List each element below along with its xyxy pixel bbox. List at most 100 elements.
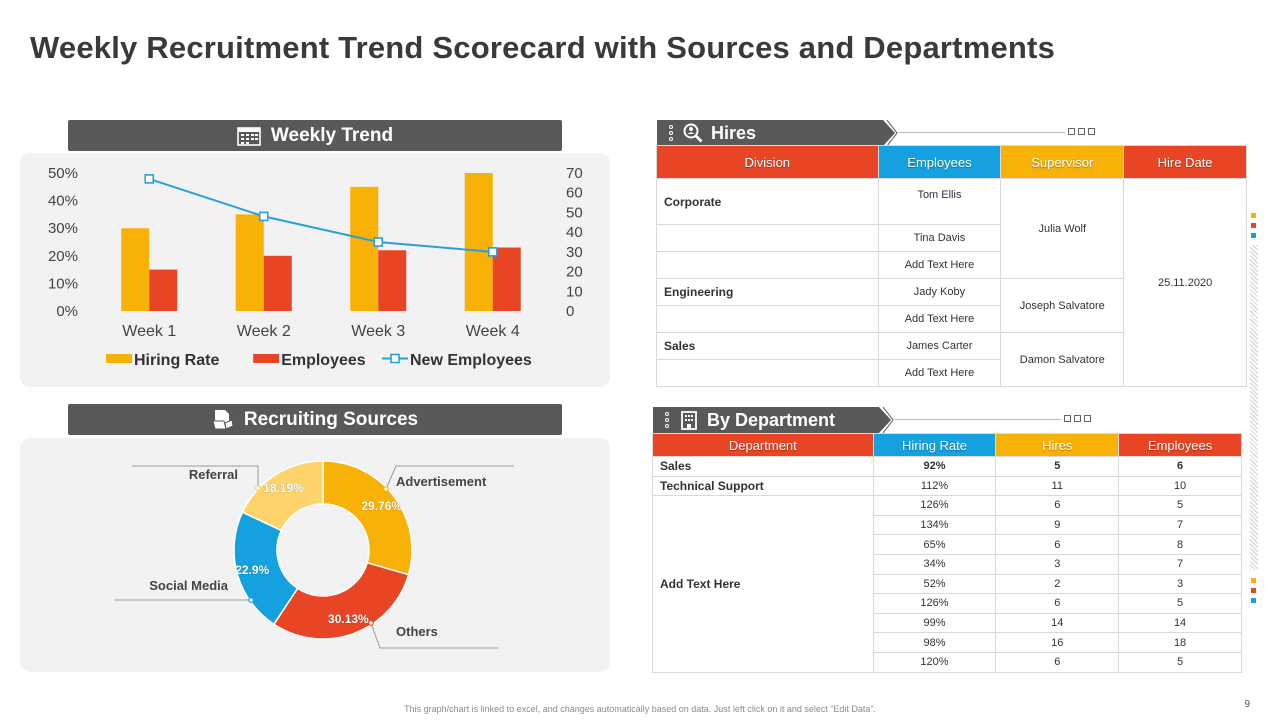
by-department-tab-shape [653,407,893,433]
department-cell: Technical Support [652,475,874,497]
left-axis-tick: 10% [48,275,78,292]
callout-dot [383,486,389,492]
employees-cell: 6 [1118,456,1242,477]
donut-slice-advertisement [322,460,413,576]
employees-cell: 7 [1118,514,1242,536]
hires-col-supervisor: Supervisor [1000,145,1125,179]
hires-title: Hires [711,122,757,143]
hires-cell: 14 [995,612,1120,634]
right-axis-tick: 10 [566,283,583,300]
donut-slice-others [272,561,410,640]
hires-cell: 5 [995,456,1120,477]
callout-line [370,622,498,649]
employee-cell: James Carter [877,332,1002,360]
table-row: 120% 6 5 [653,651,1242,673]
dept-col-hires: Hires [995,433,1120,457]
employee-cell: Tom Ellis [877,178,1002,225]
document-icon [212,409,234,430]
dept-col-department: Department [652,433,874,457]
callout-dot [368,620,374,626]
callout-dot [255,485,261,491]
line-point [487,247,498,257]
hires-cell: 6 [995,593,1120,614]
donut-value-label: 22.9% [235,563,269,577]
bar-hiring-rate [235,214,264,311]
rate-cell: 126% [872,495,997,516]
hires-cell: 11 [995,475,1120,497]
employee-cell: Jady Koby [877,278,1002,306]
hires-col-division: Division [656,145,879,179]
legend-label: Employees [281,352,366,369]
department-cell: Sales [652,456,874,477]
division-cell [656,305,879,333]
division-cell [656,359,879,387]
building-icon [681,411,697,430]
employees-cell: 3 [1118,573,1242,595]
right-axis-tick: 50 [566,204,583,221]
page-title: Weekly Recruitment Trend Scorecard with … [30,30,1056,65]
donut-category-label: Referral [189,467,238,482]
hires-cell: 16 [995,632,1120,653]
employees-cell: 18 [1118,632,1242,653]
table-row: Corporate Tom Ellis Julia Wolf 25.11.202… [656,178,1247,387]
bar-hiring-rate [350,186,379,311]
rate-cell: 52% [872,573,997,595]
rate-cell: 65% [872,534,997,555]
by-department-title: By Department [707,409,836,430]
bar-hiring-rate [464,173,493,311]
division-cell [656,251,879,279]
bar-employees [263,255,292,311]
hires-cell: 9 [995,514,1120,536]
by-department-tab-line [893,419,1061,420]
right-axis-tick: 20 [566,264,583,281]
rate-cell: 34% [872,553,997,575]
weekly-trend-panel: 0% 10% 20% 30% 40% 50% 0 10 20 30 40 50 60 70 Week 1 We… [20,153,610,387]
callout-dot [248,597,254,603]
department-group-cell: Add Text Here [652,495,874,673]
hires-table: Division Employees Supervisor Hire Date … [656,145,1247,387]
table-row: 34% 3 7 [653,553,1242,575]
donut-category-label: Others [396,624,438,639]
supervisor-cell: Damon Salvatore [1000,332,1125,387]
right-axis-tick: 0 [566,303,574,320]
side-marker [1251,598,1256,603]
x-axis-tick: Week 3 [351,323,405,340]
side-marker [1251,213,1256,218]
table-row: 99% 14 14 [653,612,1242,634]
rate-cell: 120% [872,651,997,673]
rate-cell: 126% [872,593,997,614]
x-axis-tick: Week 2 [237,323,291,340]
hires-col-employees: Employees [877,145,1002,179]
supervisor-cell: Joseph Salvatore [1000,278,1125,333]
hires-tab: Hires [657,120,897,146]
legend-swatch [106,354,132,363]
footer-note: This graph/chart is linked to excel, and… [404,704,876,714]
recruiting-sources-title: Recruiting Sources [243,408,419,430]
right-axis-tick: 60 [566,185,583,202]
rate-cell: 92% [872,456,997,477]
recruiting-sources-panel: 29.76% 30.13% 22.9% 18.19% Advertisement Othe… [20,438,610,672]
side-marker [1251,578,1256,583]
search-user-icon [683,123,703,143]
hires-tab-shape [657,120,897,146]
table-row: 52% 2 3 [653,573,1242,595]
recruiting-sources-chart: 29.76% 30.13% 22.9% 18.19% Advertisement Othe… [115,460,514,649]
donut-value-label: 18.19% [263,481,304,495]
legend-label: Hiring Rate [134,352,219,369]
donut-category-label: Social Media [149,578,229,593]
by-department-table: Department Hiring Rate Hires Employees S… [652,433,1242,673]
hires-cell: 3 [995,553,1120,575]
bar-employees [492,247,521,311]
bar-hiring-rate [121,228,150,311]
division-cell: Sales [656,332,879,360]
left-axis-tick: 30% [48,220,78,237]
side-hatch [1250,245,1258,570]
legend-swatch [253,354,280,363]
dept-col-employees: Employees [1118,433,1242,457]
employees-cell: 10 [1118,475,1242,497]
right-axis-tick: 30 [566,244,583,261]
employees-cell: 5 [1118,651,1242,673]
by-department-tab-squares [1064,415,1091,422]
dept-col-hiring-rate: Hiring Rate [872,433,997,457]
side-marker [1251,588,1256,593]
